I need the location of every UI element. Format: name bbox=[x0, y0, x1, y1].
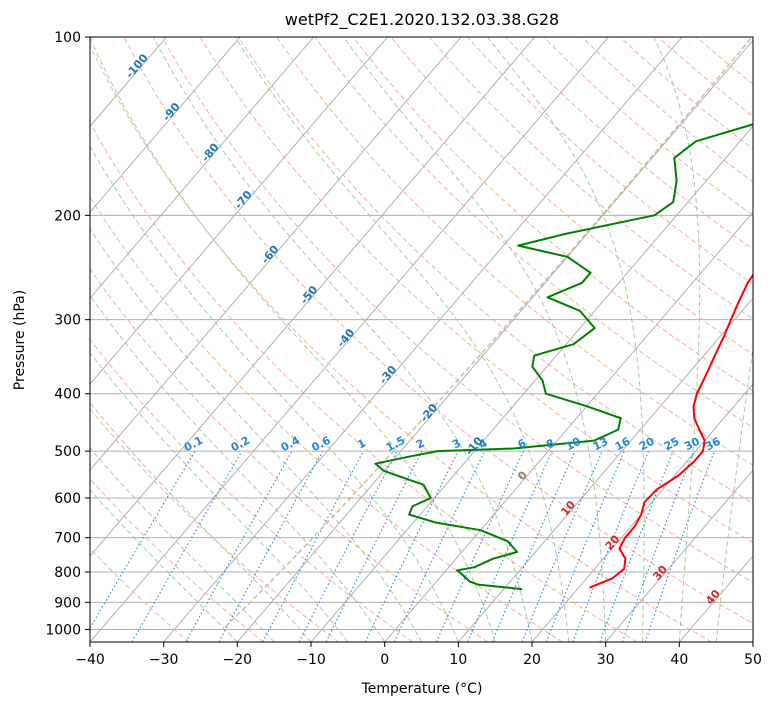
dry-adiabat bbox=[428, 37, 753, 320]
mixing-ratio-label: 10 bbox=[563, 435, 583, 454]
moist-adiabat bbox=[90, 145, 459, 642]
y-tick-label: 100 bbox=[54, 30, 81, 46]
isotherm-line bbox=[457, 297, 753, 642]
mixing-ratio-label: 20 bbox=[637, 434, 657, 453]
moist-adiabat bbox=[90, 489, 238, 642]
x-tick-label: 30 bbox=[597, 652, 615, 668]
isotherm-line bbox=[384, 211, 753, 642]
y-tick-label: 800 bbox=[54, 565, 81, 581]
mixing-ratio-line bbox=[185, 450, 293, 642]
moist-adiabat bbox=[487, 37, 645, 642]
dry-adiabat bbox=[238, 37, 753, 504]
mixing-ratio-line bbox=[364, 450, 459, 642]
dry-adiabat bbox=[505, 37, 753, 251]
mixing-ratio-label: 13 bbox=[591, 435, 611, 454]
mixing-ratio-label: 36 bbox=[703, 435, 723, 454]
y-tick-label: 1000 bbox=[45, 622, 81, 638]
moist-adiabat bbox=[90, 351, 349, 642]
isotherm-line bbox=[90, 37, 536, 557]
x-tick-label: 40 bbox=[670, 652, 688, 668]
dry-adiabat bbox=[90, 196, 563, 642]
dry-adiabat bbox=[90, 338, 414, 642]
mixing-ratio-line bbox=[393, 450, 486, 642]
isotherm-line bbox=[90, 37, 241, 213]
y-tick-label: 600 bbox=[54, 491, 81, 507]
plot-area bbox=[90, 37, 753, 642]
moist-adiabat bbox=[152, 37, 533, 642]
moist-adiabat bbox=[715, 343, 753, 642]
dry-adiabat bbox=[90, 44, 712, 642]
y-tick-label: 900 bbox=[54, 595, 81, 611]
dry-adiabat bbox=[199, 37, 753, 544]
mixing-ratio-line bbox=[435, 450, 525, 642]
mixing-ratio-line bbox=[218, 450, 324, 642]
x-tick-label: −20 bbox=[223, 652, 253, 668]
moist-adiabat bbox=[234, 37, 570, 642]
moist-adiabat bbox=[90, 37, 496, 642]
mixing-ratio-line bbox=[131, 450, 243, 642]
axis-ticks: −40 −30 −20 −10 0 10 20 30 40 50 100 200 300 400 500 60… bbox=[45, 30, 762, 668]
dry-adiabat bbox=[123, 37, 753, 624]
chart-title: wetPf2_C2E1.2020.132.03.38.G28 bbox=[285, 10, 559, 30]
dry-adiabat bbox=[161, 37, 753, 584]
moist-adiabat bbox=[343, 37, 607, 642]
isotherm-line bbox=[163, 37, 683, 642]
mixing-ratio-line bbox=[491, 450, 576, 642]
mixing-ratio-line bbox=[621, 450, 695, 642]
isotherm-line bbox=[605, 469, 753, 642]
dry-adiabat bbox=[581, 37, 753, 183]
mixing-ratio-line bbox=[466, 450, 553, 642]
mixing-ratio-line bbox=[90, 450, 196, 630]
x-axis-title: Temperature (°C) bbox=[361, 681, 483, 697]
y-tick-label: 500 bbox=[54, 444, 81, 460]
temperature-profile bbox=[589, 273, 753, 589]
x-tick-label: 10 bbox=[449, 652, 467, 668]
moist-adiabat bbox=[90, 401, 312, 642]
x-tick-label: −10 bbox=[296, 652, 326, 668]
isotherm-line bbox=[90, 37, 315, 299]
isotherm-line bbox=[531, 383, 753, 642]
mixing-ratio-line bbox=[521, 450, 603, 642]
isotherm-line bbox=[90, 37, 388, 385]
x-tick-label: −40 bbox=[75, 652, 105, 668]
y-tick-label: 400 bbox=[54, 387, 81, 403]
moist-adiabat bbox=[90, 294, 386, 642]
x-tick-label: 20 bbox=[523, 652, 541, 668]
mixing-ratio-line bbox=[644, 450, 716, 642]
x-tick-label: 50 bbox=[744, 652, 762, 668]
moist-adiabat bbox=[90, 227, 422, 642]
mixing-ratio-label: 30 bbox=[682, 434, 702, 453]
dry-adiabat bbox=[314, 37, 753, 429]
dry-adiabat bbox=[352, 37, 753, 392]
y-tick-label: 700 bbox=[54, 531, 81, 547]
dry-adiabat bbox=[90, 478, 264, 642]
moist-adiabat bbox=[653, 37, 701, 642]
y-tick-label: 200 bbox=[54, 208, 81, 224]
x-tick-label: 0 bbox=[380, 652, 389, 668]
isotherm-line bbox=[90, 37, 462, 471]
mixing-ratio-label: 25 bbox=[662, 435, 682, 454]
moist-adiabat bbox=[90, 447, 275, 642]
plot-frame bbox=[89, 36, 754, 643]
x-tick-label: −30 bbox=[149, 652, 179, 668]
dewpoint-profile bbox=[374, 123, 753, 591]
dry-adiabat bbox=[90, 122, 638, 642]
lcl-curve bbox=[224, 37, 753, 628]
y-tick-label: 300 bbox=[54, 313, 81, 329]
y-axis-title: Pressure (hPa) bbox=[12, 290, 28, 390]
mixing-ratio-label: 16 bbox=[613, 435, 633, 454]
isotherm-line bbox=[236, 39, 753, 642]
isotherm-line bbox=[310, 125, 753, 642]
